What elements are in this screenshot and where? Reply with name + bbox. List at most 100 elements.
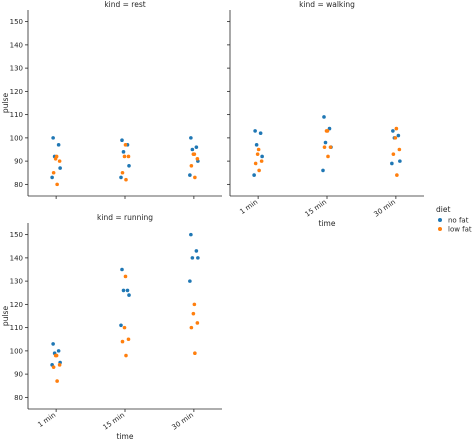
data-point <box>120 170 125 175</box>
data-point <box>194 145 199 149</box>
data-point <box>396 133 401 138</box>
facet-title: kind = walking <box>299 0 355 9</box>
x-tick-label: 15 min <box>304 198 329 219</box>
data-point <box>394 126 399 131</box>
data-point <box>395 173 399 177</box>
data-point <box>192 302 197 307</box>
data-point <box>252 173 256 177</box>
y-tick-label: 80 <box>14 181 23 189</box>
data-point <box>51 342 55 346</box>
data-point <box>188 279 192 283</box>
data-point <box>126 154 131 159</box>
data-point <box>391 152 396 156</box>
y-tick-label: 90 <box>14 158 23 166</box>
y-tick-label: 110 <box>10 111 23 119</box>
data-point <box>190 256 195 260</box>
data-point <box>190 147 195 152</box>
legend-marker <box>438 227 442 231</box>
y-axis-label: pulse <box>1 93 10 114</box>
y-tick-label: 150 <box>10 18 23 26</box>
facet-title: kind = rest <box>104 0 145 9</box>
data-point <box>325 129 330 133</box>
data-point <box>189 136 193 140</box>
data-point <box>258 131 263 136</box>
legend-label: no fat <box>448 217 469 225</box>
data-point <box>122 154 127 159</box>
y-tick-label: 100 <box>10 347 23 355</box>
data-point <box>393 136 398 140</box>
data-point <box>257 168 261 173</box>
data-point <box>194 249 199 253</box>
data-point <box>323 140 328 145</box>
data-point <box>391 129 395 133</box>
facet-panel: kind = rest 80 90 100 110 120 130 140 150 pulse <box>1 0 222 199</box>
x-tick-label: 30 min <box>372 198 397 219</box>
x-axis-label: time <box>117 432 134 441</box>
data-point <box>192 152 197 156</box>
data-point <box>121 150 126 154</box>
data-point <box>56 143 61 147</box>
data-point <box>256 147 261 152</box>
data-point <box>259 159 264 163</box>
data-point <box>123 274 128 279</box>
data-point <box>195 157 200 161</box>
data-point <box>253 161 258 166</box>
data-point <box>124 177 128 182</box>
data-point <box>196 256 200 260</box>
y-tick-label: 100 <box>10 134 23 142</box>
data-point <box>193 351 197 356</box>
x-tick-label: 30 min <box>170 411 195 432</box>
x-tick-label: 15 min <box>102 411 127 432</box>
data-point <box>189 232 193 237</box>
data-point <box>188 173 192 177</box>
legend-title: diet <box>436 205 450 214</box>
data-point <box>326 154 330 159</box>
data-point <box>322 115 326 119</box>
data-point <box>254 143 259 147</box>
data-point <box>126 337 131 342</box>
data-point <box>54 353 59 358</box>
data-point <box>253 129 257 133</box>
y-tick-label: 80 <box>14 394 23 402</box>
y-tick-label: 130 <box>10 278 23 286</box>
data-point <box>57 363 62 367</box>
data-point <box>189 325 194 330</box>
y-tick-label: 150 <box>10 231 23 239</box>
data-point <box>50 175 54 180</box>
data-point <box>122 325 127 330</box>
x-tick-label: 1 min <box>238 198 259 216</box>
data-point <box>119 323 123 328</box>
data-point <box>260 154 264 159</box>
data-point <box>193 175 197 180</box>
y-tick-label: 130 <box>10 65 23 73</box>
data-point <box>51 136 55 140</box>
data-point <box>120 339 125 344</box>
data-point <box>119 175 123 180</box>
facet-panel: kind = walking 1 min 15 min 30 min time <box>227 0 424 228</box>
data-point <box>51 365 56 369</box>
y-axis-label: pulse <box>1 306 10 327</box>
data-point <box>57 159 62 163</box>
data-point <box>127 293 131 297</box>
data-point <box>58 166 62 170</box>
y-tick-label: 110 <box>10 324 23 332</box>
data-point <box>124 353 128 358</box>
y-tick-label: 120 <box>10 88 23 96</box>
data-point <box>125 288 130 293</box>
data-point <box>54 154 59 159</box>
data-point <box>120 138 124 142</box>
data-point <box>127 163 131 168</box>
y-tick-label: 140 <box>10 254 23 262</box>
data-point <box>191 311 196 316</box>
legend-label: low fat <box>448 226 472 234</box>
data-point <box>328 145 333 149</box>
data-point <box>120 267 124 272</box>
data-point <box>327 126 332 131</box>
x-tick-label: 1 min <box>36 411 57 429</box>
data-point <box>189 163 194 168</box>
data-point <box>51 170 56 175</box>
data-point <box>121 288 126 293</box>
facet-title: kind = running <box>97 213 153 222</box>
